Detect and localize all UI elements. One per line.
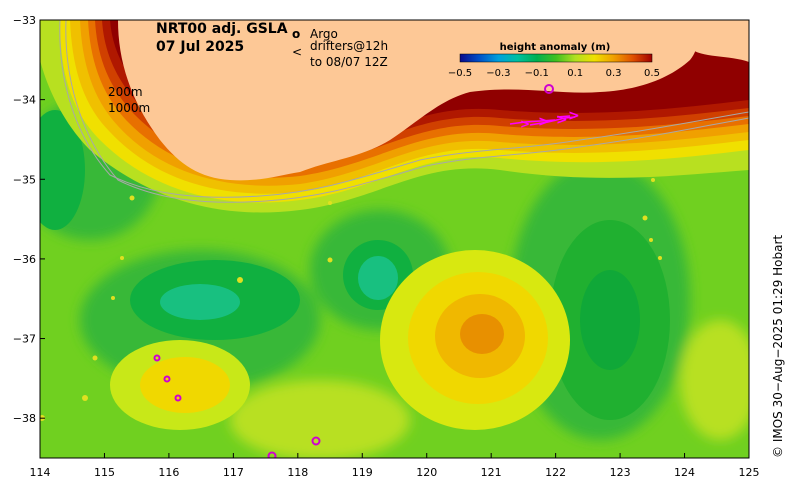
y-tick-label: −36 <box>13 253 36 266</box>
x-tick-label: 121 <box>481 466 502 479</box>
colorbar-tick-label: 0.5 <box>644 68 660 79</box>
title-line2: 07 Jul 2025 <box>156 39 244 55</box>
x-axis: 114 115 116 117 118 119 120 121 122 123 124 125 <box>30 453 760 479</box>
x-tick-label: 122 <box>545 466 566 479</box>
credit-text: © IMOS 30−Aug−2025 01:29 Hobart <box>771 235 785 458</box>
y-tick-label: −37 <box>13 333 36 346</box>
depth-contours <box>59 20 749 203</box>
contour-200m <box>59 20 749 198</box>
argo-label: Argo <box>310 27 338 41</box>
colorbar-tick-label: −0.5 <box>448 68 472 79</box>
eddy-cool-southwest <box>40 110 85 230</box>
x-tick-label: 124 <box>674 466 695 479</box>
map-legend: o Argo < drifters@12h to 08/07 12Z <box>292 27 388 69</box>
x-tick-label: 116 <box>158 466 179 479</box>
x-tick-label: 119 <box>352 466 373 479</box>
x-tick-label: 115 <box>94 466 115 479</box>
colorbar-ticks: −0.5 −0.3 −0.1 0.1 0.3 0.5 <box>448 68 660 79</box>
x-tick-label: 125 <box>739 466 760 479</box>
x-tick-label: 123 <box>610 466 631 479</box>
drifter-label-2: to 08/07 12Z <box>310 55 388 69</box>
y-tick-label: −33 <box>13 14 36 27</box>
eddy-warm-west <box>110 340 250 430</box>
drifter-markers: > > > > <box>520 108 580 131</box>
y-axis: −33 −34 −35 −36 −37 −38 <box>13 14 45 425</box>
depth-label-200m: 200m <box>108 85 143 99</box>
y-tick-label: −34 <box>13 94 36 107</box>
svg-text:>: > <box>556 112 568 128</box>
x-tick-label: 114 <box>30 466 51 479</box>
eddy-cool-east <box>550 220 670 420</box>
svg-text:>: > <box>538 114 550 130</box>
observation-dots <box>40 178 662 421</box>
x-tick-label: 120 <box>416 466 437 479</box>
colorbar-tick-label: −0.1 <box>525 68 549 79</box>
plot-frame <box>39 19 750 459</box>
x-tick-label: 118 <box>287 466 308 479</box>
title-line1: NRT00 adj. GSLA <box>156 21 288 37</box>
x-tick-label: 117 <box>223 466 244 479</box>
y-tick-label: −35 <box>13 173 36 186</box>
svg-text:>: > <box>520 117 530 131</box>
colorbar-tick-label: 0.3 <box>606 68 622 79</box>
argo-floats <box>153 84 554 458</box>
drifter-label: drifters@12h <box>310 39 388 53</box>
colorbar-title: height anomaly (m) <box>500 42 611 53</box>
contour-1000m <box>65 20 749 203</box>
colorbar: height anomaly (m) −0.5 −0.3 −0.1 0.1 0.3 0.5 <box>448 42 660 79</box>
eddy-cool-west <box>130 260 300 340</box>
colorbar-tick-label: −0.3 <box>486 68 510 79</box>
colorbar-tick-label: 0.1 <box>567 68 583 79</box>
y-tick-label: −38 <box>13 412 36 425</box>
depth-label-1000m: 1000m <box>108 101 150 115</box>
drifter-symbol: < <box>292 45 302 59</box>
colorbar-gradient <box>459 53 653 63</box>
drifter-tracks <box>509 115 576 126</box>
svg-text:>: > <box>568 108 580 124</box>
argo-symbol: o <box>292 27 300 41</box>
eddy-warm-central <box>380 250 570 430</box>
